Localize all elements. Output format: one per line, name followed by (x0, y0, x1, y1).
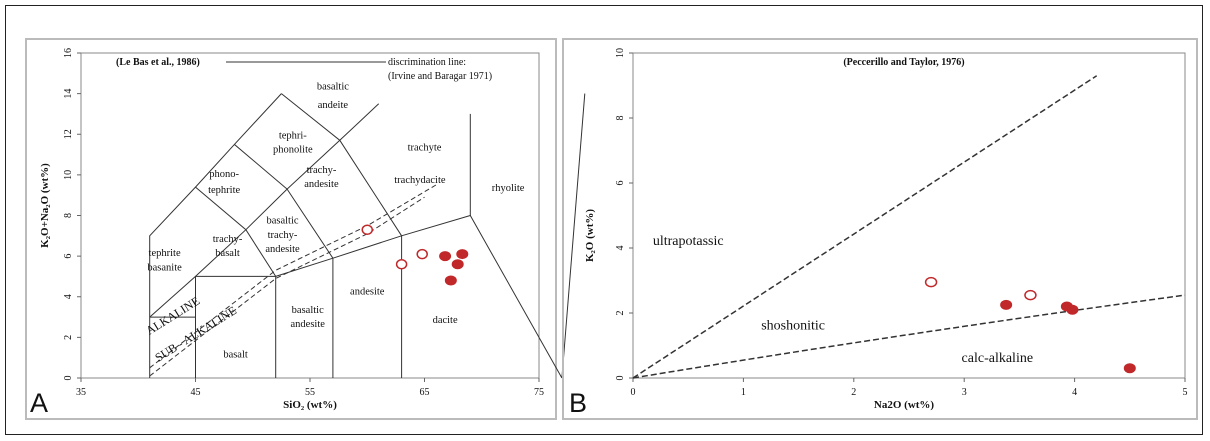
field-label: phonolite (273, 145, 313, 156)
field-label: andeite (318, 100, 349, 111)
field-label: tephri- (279, 130, 307, 141)
y-tick-label: 6 (63, 254, 74, 259)
sample-point-filled (1123, 363, 1136, 374)
panel-a-title: (Le Bas et al., 1986) (116, 57, 200, 68)
sample-point-filled (439, 251, 452, 262)
x-tick-label: 45 (191, 387, 201, 398)
x-tick-label: 2 (851, 387, 856, 398)
panel-b-title: (Peccerillo and Taylor, 1976) (843, 57, 964, 68)
x-tick-label: 5 (1183, 387, 1188, 398)
panel-a-tas-diagram: 35 45 55 65 75 0 2 4 6 8 10 12 14 16 SiO₂ (wt%) K₂O+Na₂… (25, 38, 586, 420)
field-boundary-line (286, 188, 334, 378)
y-tick-label: 4 (63, 294, 74, 299)
k2o-na2o-chart-svg: 0 1 2 3 4 5 0 2 4 6 8 10 Na2O (wt%) K₂O (wt%) (Pecceri… (562, 38, 1198, 420)
field-label: andesite (304, 179, 339, 190)
x-tick-label: 0 (631, 387, 636, 398)
panel-a-letter: A (30, 388, 49, 418)
y-tick-label: 0 (63, 376, 74, 381)
field-label: dacite (433, 315, 458, 326)
discrimination-line (149, 196, 425, 377)
figure-frame: 35 45 55 65 75 0 2 4 6 8 10 12 14 16 SiO₂ (wt%) K₂O+Na₂… (5, 5, 1203, 435)
sample-point-open (395, 259, 408, 270)
x-tick-label: 55 (305, 387, 315, 398)
field-label: tephrite (149, 248, 181, 259)
x-tick-label: 4 (1072, 387, 1077, 398)
discrimination-line (149, 184, 437, 369)
field-label: andesite (291, 319, 326, 330)
field-boundary-line (339, 103, 380, 141)
y-tick-label: 10 (63, 170, 74, 180)
sample-point-open (361, 224, 373, 235)
y-tick-label: 10 (615, 48, 626, 58)
field-boundary-line (149, 276, 196, 318)
sample-point-filled (1066, 304, 1079, 315)
panel-b-letter: B (569, 388, 588, 418)
field-label: basalt (215, 248, 240, 259)
x-tick-label: 65 (420, 387, 430, 398)
field-label: trachy- (213, 234, 243, 245)
field-label-shoshonitic: shoshonitic (761, 318, 825, 333)
x-tick-label: 75 (534, 387, 544, 398)
panel-b-k2o-na2o-diagram: 0 1 2 3 4 5 0 2 4 6 8 10 Na2O (wt%) K₂O (wt%) (Pecceri… (562, 38, 1198, 420)
y-tick-label: 14 (63, 89, 74, 99)
field-label: trachydacite (394, 175, 446, 186)
field-boundary-line (275, 214, 563, 379)
field-label-ultrapotassic: ultrapotassic (653, 234, 724, 249)
field-label: basanite (147, 262, 182, 273)
x-axis-title: SiO₂ (wt%) (283, 399, 337, 411)
x-tick-label: 35 (76, 387, 86, 398)
y-tick-label: 16 (63, 48, 74, 58)
y-tick-label: 8 (63, 213, 74, 218)
field-label-calc-alkaline: calc-alkaline (962, 351, 1034, 366)
y-tick-label: 8 (615, 116, 626, 121)
calc-alkaline-boundary-line (632, 294, 1186, 379)
tas-chart-svg: 35 45 55 65 75 0 2 4 6 8 10 12 14 16 SiO₂ (wt%) K₂O+Na₂… (25, 38, 586, 420)
y-tick-label: 0 (615, 376, 626, 381)
field-label: basaltic (292, 305, 324, 316)
y-axis-title: K₂O+Na₂O (wt%) (39, 163, 51, 248)
field-label: rhyolite (492, 183, 525, 194)
field-label: basaltic (317, 82, 349, 93)
field-label: trachy- (307, 165, 337, 176)
field-label: andesite (350, 287, 385, 298)
y-tick-label: 12 (63, 129, 74, 139)
field-label: basaltic (266, 216, 298, 227)
sample-point-filled (1000, 299, 1013, 310)
field-label: tephrite (208, 185, 240, 196)
y-tick-label: 4 (615, 246, 626, 251)
field-label: trachy- (268, 230, 298, 241)
sample-point-filled (456, 249, 469, 260)
field-boundary-line (195, 186, 277, 378)
field-boundary-line (339, 140, 403, 378)
field-boundary-line (195, 188, 288, 378)
y-tick-label: 2 (615, 311, 626, 316)
field-label: phono- (209, 169, 239, 180)
y-tick-label: 2 (63, 335, 74, 340)
field-boundary-line (149, 93, 341, 378)
panel-a-border (25, 38, 557, 420)
sample-point-open (416, 248, 428, 260)
panel-b-plot-area (632, 52, 1186, 379)
discrimination-annotation-source: (Irvine and Baragar 1971) (388, 71, 492, 82)
y-tick-label: 6 (615, 181, 626, 186)
y-axis-title: K₂O (wt%) (584, 209, 596, 262)
sample-point-open (1024, 289, 1037, 301)
field-label: trachyte (408, 143, 442, 154)
x-tick-label: 1 (741, 387, 746, 398)
field-boundary-line (561, 93, 586, 379)
field-label: basalt (223, 350, 248, 361)
sample-point-filled (444, 275, 457, 286)
sample-point-filled (451, 259, 464, 270)
panel-b-border (562, 38, 1198, 420)
x-axis-title: Na2O (wt%) (874, 399, 935, 411)
sample-point-open (924, 276, 938, 288)
ultrapotassic-boundary-line (632, 75, 1098, 379)
field-label: andesite (265, 244, 300, 255)
discrimination-annotation: discrimination line: (388, 57, 466, 68)
x-tick-label: 3 (962, 387, 967, 398)
